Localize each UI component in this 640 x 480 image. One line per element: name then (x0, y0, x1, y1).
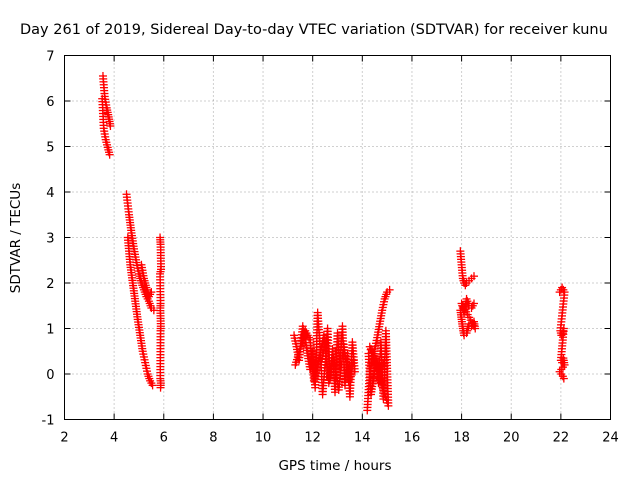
y-tick-label: 2 (46, 277, 54, 292)
grid-lines (64, 55, 611, 420)
data-point (559, 374, 568, 383)
x-tick-label: 10 (255, 431, 272, 446)
x-tick-label: 24 (602, 431, 619, 446)
x-tick-label: 4 (110, 431, 118, 446)
x-tick-label: 18 (453, 431, 470, 446)
x-tick-label: 8 (209, 431, 217, 446)
data-points (98, 71, 569, 415)
chart-title: Day 261 of 2019, Sidereal Day-to-day VTE… (20, 22, 608, 38)
y-tick-label: 1 (46, 323, 54, 338)
x-tick-label: 20 (503, 431, 520, 446)
y-tick-label: 5 (46, 141, 54, 156)
x-axis-label: GPS time / hours (278, 458, 391, 474)
data-point (385, 285, 394, 294)
data-point (470, 299, 478, 308)
y-tick-label: 3 (46, 232, 54, 247)
x-axis-ticks: 2 4 6 8 10 12 14 16 18 20 22 24 (60, 55, 619, 446)
x-tick-label: 16 (404, 431, 421, 446)
data-point (470, 272, 478, 281)
data-point (148, 381, 157, 390)
data-point (105, 150, 114, 159)
y-tick-label: 0 (46, 368, 54, 383)
x-tick-label: 6 (160, 431, 168, 446)
y-tick-label: -1 (42, 414, 55, 429)
data-point (380, 356, 389, 365)
x-tick-label: 2 (60, 431, 68, 446)
x-tick-label: 14 (354, 431, 371, 446)
y-axis-ticks: -1 0 1 2 3 4 5 6 7 (42, 50, 611, 429)
data-point (156, 383, 165, 392)
data-point (106, 122, 115, 131)
x-tick-label: 12 (304, 431, 321, 446)
y-tick-label: 4 (46, 186, 54, 201)
data-point (147, 288, 156, 297)
y-tick-label: 6 (46, 95, 54, 110)
x-tick-label: 22 (553, 431, 570, 446)
y-axis-label: SDTVAR / TECUs (8, 183, 24, 293)
y-tick-label: 7 (46, 50, 54, 65)
data-point (349, 356, 358, 365)
